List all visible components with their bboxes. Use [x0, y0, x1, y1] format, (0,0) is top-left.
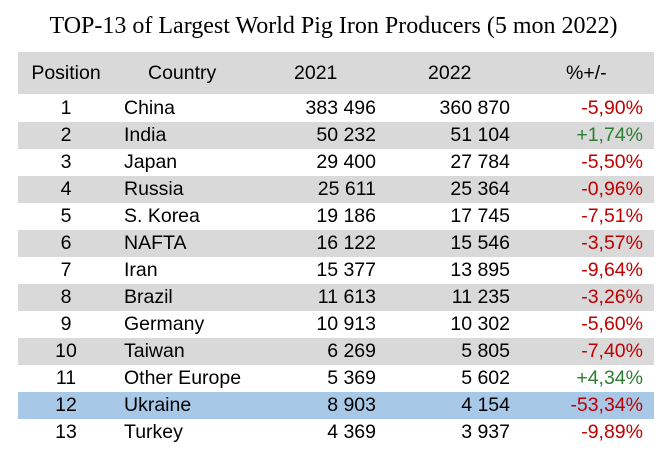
cell-country: Other Europe — [124, 367, 242, 389]
cell-2021: 19 186 — [316, 205, 376, 227]
cell-change: -5,60% — [581, 313, 643, 335]
cell-2021: 15 377 — [316, 259, 376, 281]
cell-position: 1 — [60, 97, 72, 119]
cell-change: -7,51% — [581, 205, 643, 227]
page-title: TOP-13 of Largest World Pig Iron Produce… — [49, 13, 618, 39]
cell-change: -3,57% — [581, 232, 643, 254]
cell-position: 5 — [60, 205, 72, 227]
cell-change: -5,50% — [581, 151, 643, 173]
cell-country: Japan — [124, 151, 178, 173]
table-row: 1 China 383 496 360 870 -5,90% — [18, 95, 654, 122]
cell-change: -9,64% — [581, 259, 643, 281]
cell-change: -7,40% — [581, 340, 643, 362]
cell-2022: 11 235 — [451, 286, 510, 308]
cell-change: -0,96% — [581, 178, 643, 200]
cell-country: Brazil — [124, 286, 173, 308]
cell-2021: 4 369 — [327, 421, 376, 443]
cell-position: 8 — [60, 286, 72, 308]
cell-country: India — [124, 124, 167, 146]
cell-2022: 27 784 — [450, 151, 510, 173]
cell-2021: 10 913 — [316, 313, 376, 335]
cell-change: -9,89% — [581, 421, 643, 443]
cell-2021: 8 903 — [327, 394, 376, 416]
cell-2022: 3 937 — [461, 421, 510, 443]
cell-position: 6 — [60, 232, 72, 254]
cell-position: 13 — [55, 421, 77, 443]
table-row: 6 NAFTA 16 122 15 546 -3,57% — [18, 230, 654, 257]
cell-country: China — [124, 97, 175, 119]
cell-country: Ukraine — [124, 394, 192, 416]
cell-position: 7 — [60, 259, 72, 281]
table-row: 11 Other Europe 5 369 5 602 +4,34% — [18, 365, 654, 392]
cell-change: +4,34% — [576, 367, 643, 389]
cell-change: -5,90% — [581, 97, 643, 119]
header-change: %+/- — [566, 62, 607, 84]
cell-2022: 15 546 — [450, 232, 510, 254]
cell-2022: 13 895 — [450, 259, 510, 281]
cell-country: Germany — [124, 313, 205, 335]
cell-position: 11 — [55, 367, 77, 389]
cell-country: Russia — [124, 178, 184, 200]
cell-2022: 51 104 — [450, 124, 510, 146]
cell-2021: 6 269 — [327, 340, 376, 362]
cell-position: 2 — [60, 124, 72, 146]
cell-2022: 25 364 — [450, 178, 510, 200]
cell-change: +1,74% — [576, 124, 643, 146]
table-row: 8 Brazil 11 613 11 235 -3,26% — [18, 284, 654, 311]
cell-country: NAFTA — [124, 232, 187, 254]
table-row-highlighted: 12 Ukraine 8 903 4 154 -53,34% — [18, 392, 654, 419]
cell-2022: 360 870 — [439, 97, 511, 119]
cell-position: 9 — [60, 313, 72, 335]
header-2022: 2022 — [428, 62, 472, 84]
producers-table: Position Country 2021 2022 %+/- 1 China … — [18, 52, 654, 446]
table-row: 4 Russia 25 611 25 364 -0,96% — [18, 176, 654, 203]
header-position: Position — [31, 62, 101, 84]
cell-2022: 5 805 — [461, 340, 510, 362]
cell-2021: 16 122 — [316, 232, 376, 254]
cell-country: Turkey — [124, 421, 183, 443]
table-row: 3 Japan 29 400 27 784 -5,50% — [18, 149, 654, 176]
cell-position: 3 — [60, 151, 72, 173]
cell-position: 4 — [60, 178, 72, 200]
cell-2021: 29 400 — [316, 151, 376, 173]
cell-change: -3,26% — [581, 286, 643, 308]
cell-country: Iran — [124, 259, 158, 281]
table-row: 13 Turkey 4 369 3 937 -9,89% — [18, 419, 654, 446]
cell-change: -53,34% — [570, 394, 643, 416]
cell-2022: 10 302 — [450, 313, 510, 335]
cell-country: Taiwan — [124, 340, 185, 362]
cell-position: 10 — [55, 340, 77, 362]
table-header-row: Position Country 2021 2022 %+/- — [18, 52, 654, 94]
cell-2021: 5 369 — [327, 367, 376, 389]
table-row: 7 Iran 15 377 13 895 -9,64% — [18, 257, 654, 284]
table-row: 9 Germany 10 913 10 302 -5,60% — [18, 311, 654, 338]
cell-2021: 50 232 — [316, 124, 376, 146]
table-row: 2 India 50 232 51 104 +1,74% — [18, 122, 654, 149]
header-2021: 2021 — [294, 62, 338, 84]
table-row: 10 Taiwan 6 269 5 805 -7,40% — [18, 338, 654, 365]
cell-position: 12 — [55, 394, 77, 416]
header-country: Country — [148, 62, 217, 84]
cell-2021: 11 613 — [317, 286, 376, 308]
cell-2022: 4 154 — [461, 394, 510, 416]
table-row: 5 S. Korea 19 186 17 745 -7,51% — [18, 203, 654, 230]
cell-country: S. Korea — [124, 205, 200, 227]
cell-2021: 25 611 — [317, 178, 376, 200]
cell-2021: 383 496 — [305, 97, 377, 119]
cell-2022: 17 745 — [450, 205, 510, 227]
cell-2022: 5 602 — [461, 367, 510, 389]
